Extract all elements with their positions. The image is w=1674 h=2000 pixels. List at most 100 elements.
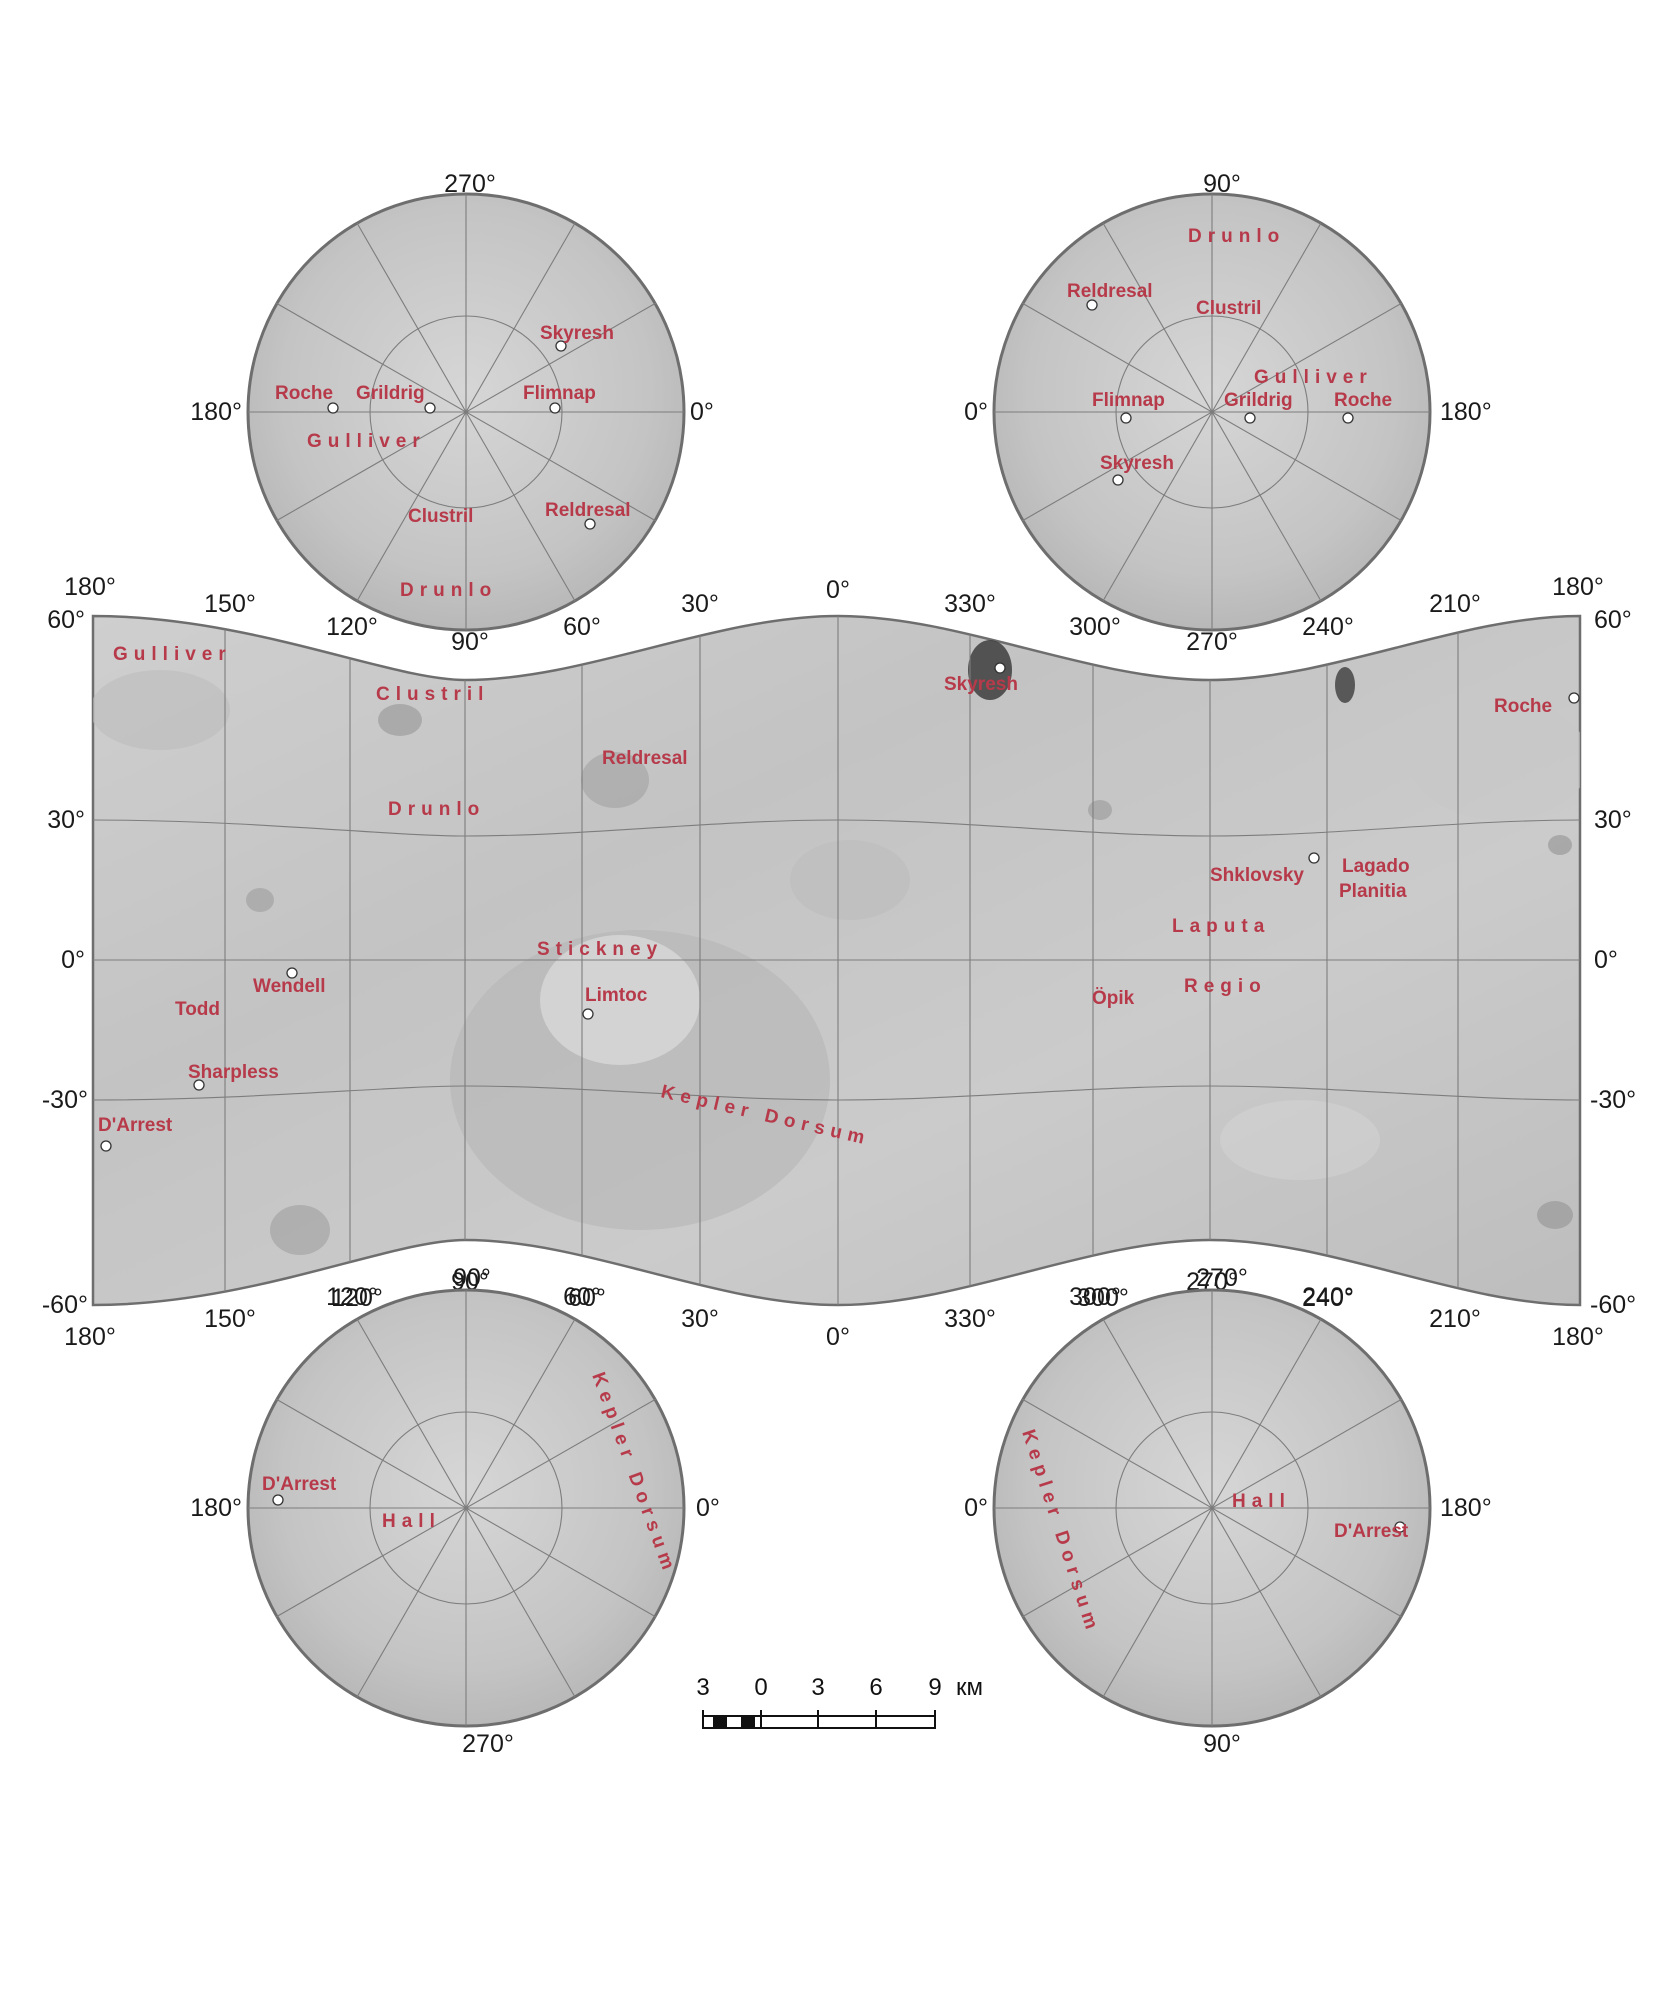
feature-label-darrest: D'Arrest: [1334, 1521, 1409, 1542]
feature-label-lagado: Lagado: [1342, 856, 1410, 877]
scale-unit: км: [956, 1674, 983, 1701]
crater-dot-skyresh: [1112, 474, 1124, 486]
scale-tick-label: 0: [754, 1674, 767, 1701]
lon-label: 150°: [204, 590, 256, 618]
crater-dot-flimnap: [1120, 412, 1132, 424]
crater-dot-reldresal: [1086, 299, 1098, 311]
feature-label-darrest: D'Arrest: [262, 1474, 337, 1495]
feature-label-skyresh: Skyresh: [540, 323, 614, 344]
feature-label-stickney: Stickney: [537, 939, 663, 960]
lat-label: -60°: [42, 1291, 88, 1319]
polar-bottom-label: 90°: [1203, 1730, 1241, 1758]
crater-dot-roche: [1568, 692, 1580, 704]
lon-label: 120°: [326, 613, 378, 641]
polar-map-south-right: 270° 0° 180° 90° Hall D'Arrest Kepler Do…: [964, 1264, 1492, 1758]
lon-label: 180°: [64, 573, 116, 601]
feature-label-drunlo: Drunlo: [388, 799, 485, 820]
crater-dot-flimnap: [549, 402, 561, 414]
polar-top-label: 90°: [1203, 170, 1241, 198]
feature-label-reldresal: Reldresal: [545, 500, 631, 521]
lon-label: 90°: [451, 628, 489, 656]
crater-dot-darrest: [1394, 1521, 1406, 1533]
lon-label: 120°: [331, 1284, 383, 1312]
feature-label-shklovsky: Shklovsky: [1210, 865, 1304, 886]
feature-label-clustril: Clustril: [1196, 298, 1261, 319]
crater-dot-darrest: [272, 1494, 284, 1506]
lon-label: 0°: [826, 1323, 850, 1351]
lon-label: 300°: [1069, 1283, 1121, 1311]
lon-label: 60°: [568, 1284, 606, 1312]
scale-tick-label: 3: [696, 1674, 709, 1701]
main-bottom-lon-labels: 180° 150° 120° 90° 60° 30° 0° 330° 300° …: [64, 1268, 1604, 1351]
polar-map-north-left: 270° 180° 0° Skyresh Roche Grildrig Flim…: [190, 170, 714, 632]
scale-bar-segment: [741, 1716, 755, 1728]
lat-label: 0°: [61, 946, 85, 974]
lon-label: 300°: [1069, 613, 1121, 641]
polar-left-label: 180°: [190, 1494, 242, 1522]
crater-dot-sharpless: [193, 1079, 205, 1091]
feature-label-flimnap: Flimnap: [523, 383, 596, 404]
feature-label-reldresal: Reldresal: [1067, 281, 1153, 302]
lon-label: 330°: [944, 1305, 996, 1333]
polar-right-label: 180°: [1440, 1494, 1492, 1522]
crater-dot-roche: [327, 402, 339, 414]
polar-left-label: 0°: [964, 1494, 988, 1522]
polar-map-south-left: 90° 180° 0° 270° D'Arrest Hall Kepler Do…: [190, 1264, 720, 1758]
feature-label-skyresh: Skyresh: [1100, 453, 1174, 474]
crater-dot-darrest: [100, 1140, 112, 1152]
crater-dot-reldresal: [584, 518, 596, 530]
polar-top-label: 270°: [444, 170, 496, 198]
polar-grid: [248, 1290, 684, 1726]
feature-label-hall: Hall: [382, 1511, 441, 1532]
scale-bar-segment: [713, 1716, 727, 1728]
main-lat-labels: 60° 30° 0° -30° -60° 60° 30° 0° -30° -60…: [42, 606, 1636, 1319]
lat-label: -60°: [1590, 1291, 1636, 1319]
lon-label: 60°: [563, 613, 601, 641]
crater-dot-grildrig: [1244, 412, 1256, 424]
lat-label: 0°: [1594, 946, 1618, 974]
feature-label-drunlo: Drunlo: [1188, 226, 1285, 247]
feature-label-planitia: Planitia: [1339, 881, 1407, 902]
lon-label: 240°: [1302, 613, 1354, 641]
lon-label: 240°: [1302, 1284, 1354, 1312]
scale-tick-label: 9: [928, 1674, 941, 1701]
crater-dot-skyresh: [994, 662, 1006, 674]
lon-label: 120°: [326, 1283, 378, 1311]
feature-label-hall: Hall: [1232, 1491, 1291, 1512]
feature-label-sharpless: Sharpless: [188, 1062, 279, 1083]
feature-label-opik: Öpik: [1092, 988, 1135, 1009]
polar-right-label: 0°: [696, 1494, 720, 1522]
feature-label-grildrig: Grildrig: [1224, 390, 1293, 411]
lon-label: 210°: [1429, 590, 1481, 618]
lat-label: 60°: [47, 606, 85, 634]
polar-grid: [994, 194, 1430, 630]
crater-dot-grildrig: [424, 402, 436, 414]
lon-label: 270°: [1186, 628, 1238, 656]
crater-dot-wendell: [286, 967, 298, 979]
feature-label-gulliver: Gulliver: [307, 431, 426, 452]
polar-grid: [994, 1290, 1430, 1726]
polar-bottom-label: 270°: [462, 1730, 514, 1758]
polar-top-label: 270°: [1196, 1264, 1248, 1292]
scale-tick-label: 6: [869, 1674, 882, 1701]
lon-label: 0°: [826, 576, 850, 604]
lon-label: 180°: [64, 1323, 116, 1351]
south-extra-labels: 120° 60° 300° 240°: [331, 1284, 1354, 1312]
lon-label: 30°: [681, 590, 719, 618]
feature-label-flimnap: Flimnap: [1092, 390, 1165, 411]
lon-label: 210°: [1429, 1305, 1481, 1333]
scale-bar: 3 0 3 6 9 км: [696, 1674, 983, 1729]
feature-label-grildrig: Grildrig: [356, 383, 425, 404]
feature-label-regio: Regio: [1184, 976, 1267, 997]
feature-label-clustril: Clustril: [376, 684, 489, 705]
main-top-lon-labels: 180° 150° 120° 90° 60° 30° 0° 330° 300° …: [64, 573, 1604, 656]
lon-label: 180°: [1552, 573, 1604, 601]
polar-grid: [248, 194, 684, 630]
feature-label-wendell: Wendell: [253, 976, 326, 997]
lat-label: 30°: [47, 806, 85, 834]
feature-label-laputa: Laputa: [1172, 916, 1270, 937]
main-map-parallels: [93, 819, 1580, 1101]
polar-left-label: 180°: [190, 398, 242, 426]
feature-label-darrest: D'Arrest: [98, 1115, 173, 1136]
